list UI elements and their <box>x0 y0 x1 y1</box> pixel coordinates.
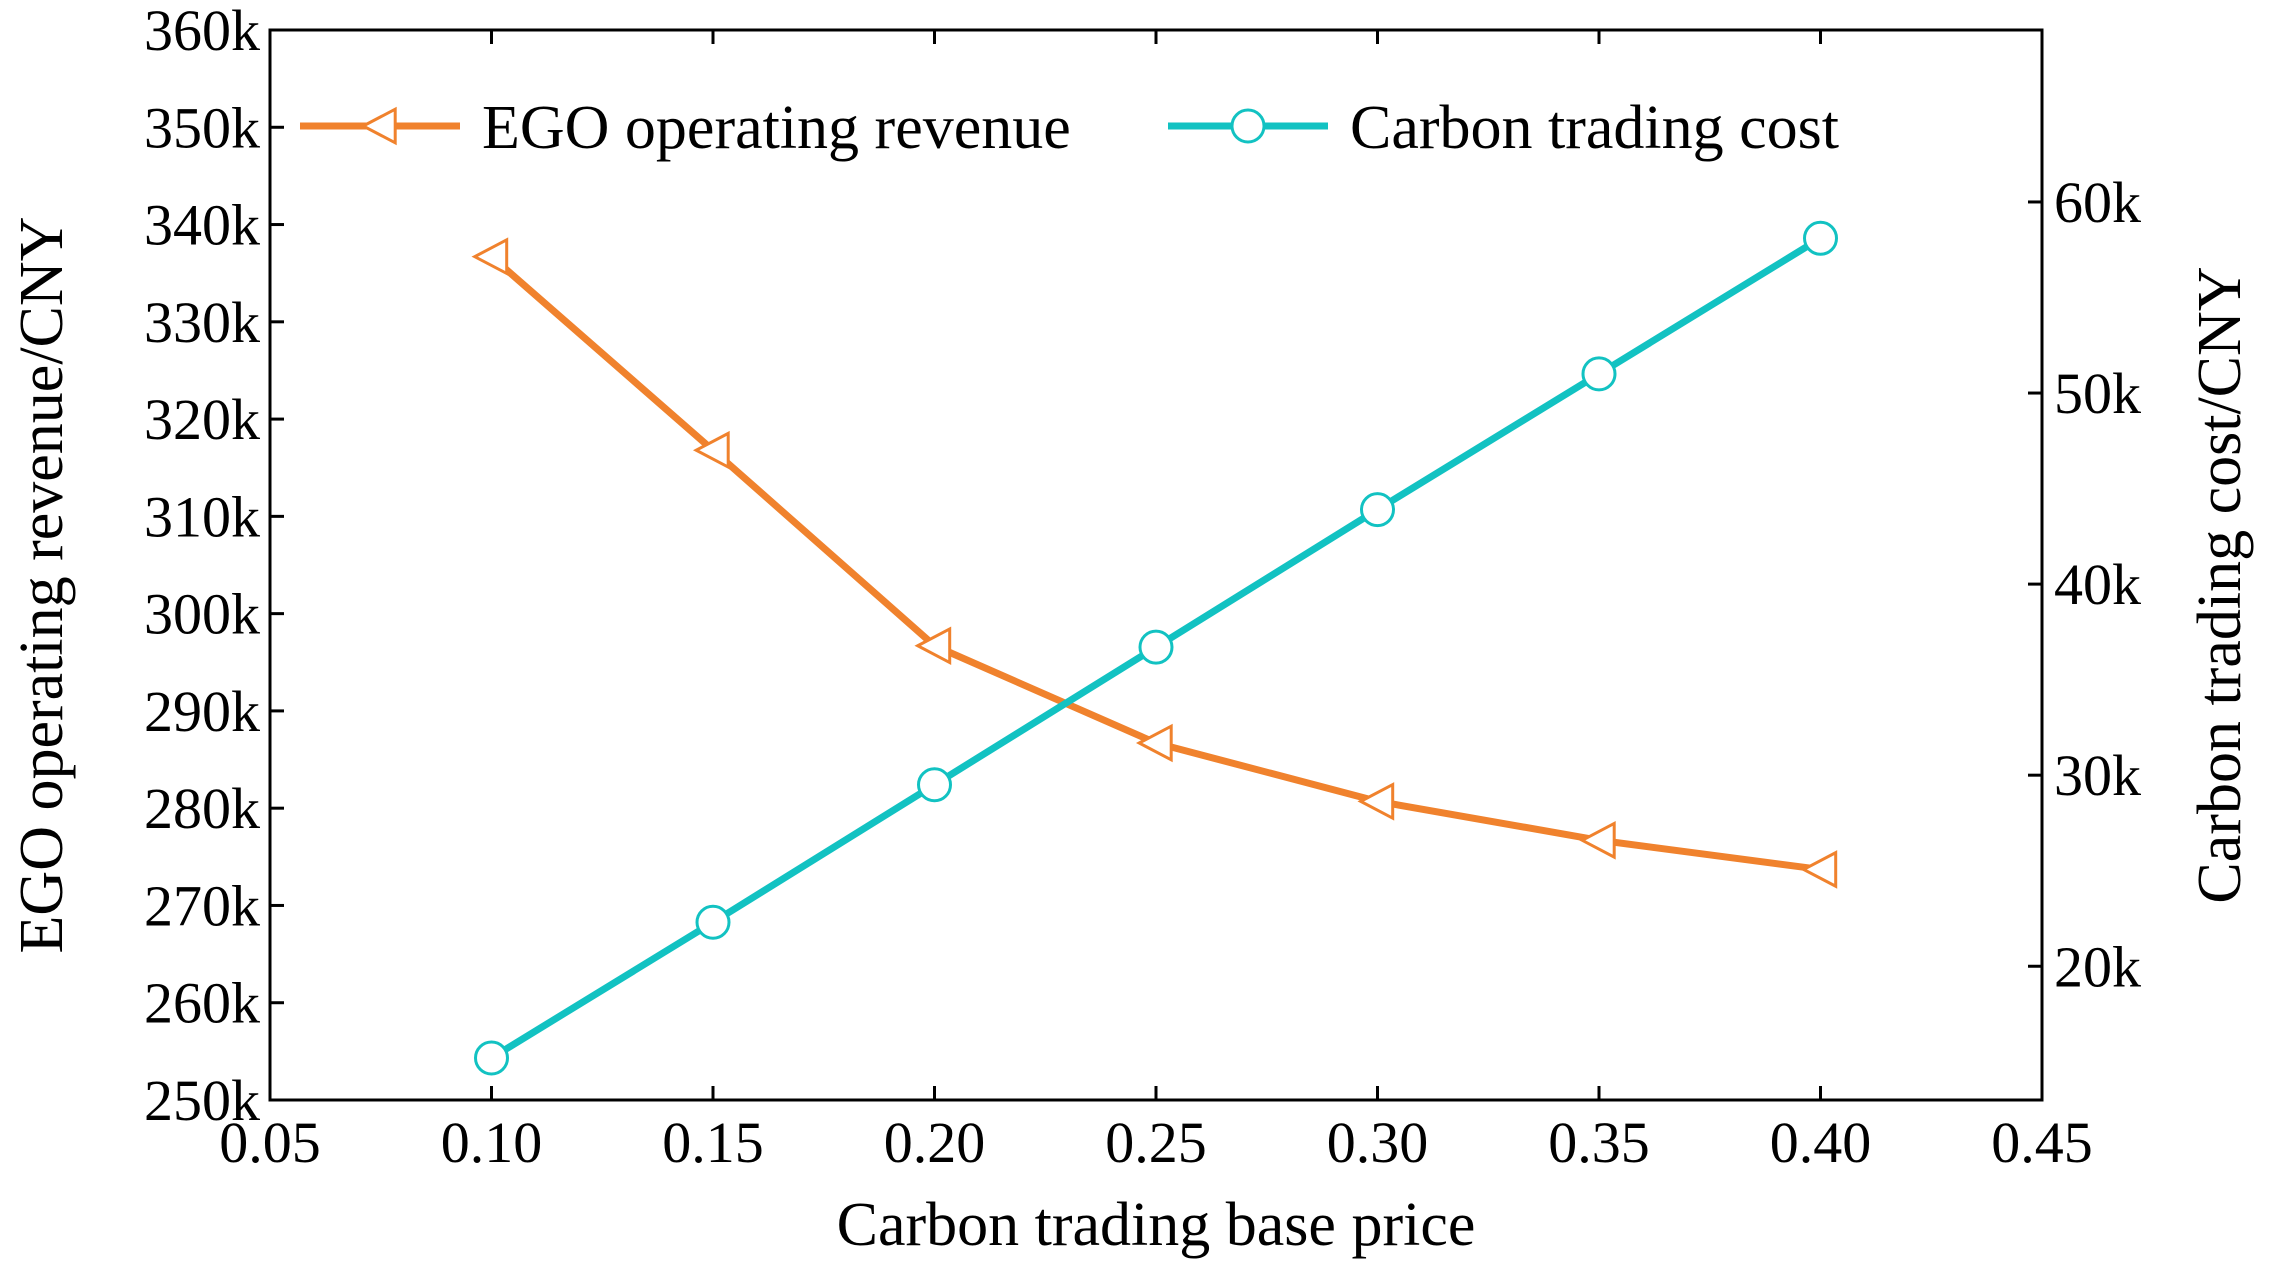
left-y-tick-label: 310k <box>144 484 260 549</box>
left-y-tick-label: 330k <box>144 290 260 355</box>
x-tick-label: 0.10 <box>441 1110 543 1175</box>
x-tick-label: 0.20 <box>884 1110 986 1175</box>
legend-ego-operating-revenue-label: EGO operating revenue <box>482 94 1071 162</box>
ego-operating-revenue-point <box>1357 782 1395 821</box>
left-y-tick-label: 290k <box>144 679 260 744</box>
left-y-tick-label: 280k <box>144 776 260 841</box>
right-y-tick-label: 40k <box>2054 552 2141 617</box>
legend-carbon-trading-cost-label: Carbon trading cost <box>1350 94 1839 162</box>
x-tick-label: 0.40 <box>1770 1110 1872 1175</box>
left-y-tick-label: 270k <box>144 873 260 938</box>
left-y-tick-label: 300k <box>144 582 260 647</box>
x-tick-label: 0.35 <box>1548 1110 1650 1175</box>
right-y-tick-label: 50k <box>2054 361 2141 426</box>
x-tick-label: 0.30 <box>1327 1110 1429 1175</box>
x-tick-label: 0.45 <box>1991 1110 2093 1175</box>
left-y-tick-label: 320k <box>144 387 260 452</box>
legend-carbon-trading-cost-marker <box>1230 108 1266 144</box>
carbon-trading-cost-point <box>1581 356 1617 392</box>
plot-frame <box>268 28 2044 1102</box>
x-axis-title: Carbon trading base price <box>837 1191 1476 1259</box>
carbon-trading-cost-point <box>917 767 952 803</box>
carbon-trading-cost-point <box>1360 492 1395 528</box>
carbon-trading-cost-point <box>1138 629 1174 665</box>
carbon-trading-cost-point <box>474 1040 509 1076</box>
left-y-tick-label: 260k <box>144 971 260 1036</box>
left-y-tick-label: 250k <box>144 1068 260 1133</box>
x-tick-label: 0.15 <box>662 1110 764 1175</box>
legend-ego-operating-revenue-marker <box>359 106 397 146</box>
ego-operating-revenue-point <box>471 237 509 276</box>
left-y-tick-label: 360k <box>144 0 260 63</box>
ego-operating-revenue-point <box>692 430 730 470</box>
ego-operating-revenue-point <box>914 626 952 666</box>
x-tick-label: 0.25 <box>1105 1110 1207 1175</box>
ego-operating-revenue-point <box>1135 723 1173 763</box>
ego-operating-revenue-point <box>1578 821 1616 860</box>
left-y-tick-label: 350k <box>144 95 260 160</box>
carbon-trading-cost-point <box>695 904 731 940</box>
right-y-tick-label: 60k <box>2054 170 2141 235</box>
ego-operating-revenue-point <box>1800 850 1838 889</box>
ego-operating-revenue-line <box>489 254 1821 873</box>
x-tick-label: 0.05 <box>219 1110 321 1175</box>
right-y-axis-title: Carbon trading cost/CNY <box>2186 266 2254 903</box>
carbon-trading-cost-point <box>1803 220 1838 256</box>
left-y-axis-title: EGO operating revenue/CNY <box>8 217 76 954</box>
right-y-tick-label: 30k <box>2054 743 2141 808</box>
right-y-tick-label: 20k <box>2054 934 2141 999</box>
left-y-tick-label: 340k <box>144 193 260 258</box>
